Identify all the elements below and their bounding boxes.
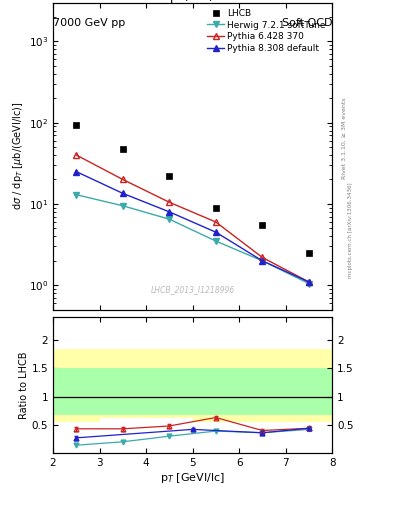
- Pythia 8.308 default: [260, 258, 265, 264]
- Text: mcplots.cern.ch [arXiv:1306.3436]: mcplots.cern.ch [arXiv:1306.3436]: [348, 183, 353, 278]
- Text: Soft QCD: Soft QCD: [282, 18, 332, 28]
- Text: Rivet 3.1.10, ≥ 3M events: Rivet 3.1.10, ≥ 3M events: [342, 97, 346, 179]
- Pythia 8.308 default: [167, 209, 172, 215]
- LHCB: [307, 250, 311, 256]
- LHCB: [74, 122, 79, 129]
- Pythia 6.428 370: [307, 279, 311, 285]
- Y-axis label: Ratio to LHCB: Ratio to LHCB: [19, 352, 29, 419]
- Herwig 7.2.1 softTune: [74, 191, 79, 198]
- Line: Herwig 7.2.1 softTune: Herwig 7.2.1 softTune: [73, 191, 312, 287]
- X-axis label: p$_T$ [GeVI/lc]: p$_T$ [GeVI/lc]: [160, 471, 225, 485]
- LHCB: [213, 205, 218, 211]
- Line: Pythia 6.428 370: Pythia 6.428 370: [73, 152, 312, 285]
- Pythia 8.308 default: [120, 190, 125, 197]
- LHCB: [260, 222, 265, 228]
- Pythia 6.428 370: [120, 177, 125, 183]
- Pythia 6.428 370: [167, 199, 172, 205]
- LHCB: [167, 173, 172, 179]
- Pythia 6.428 370: [260, 254, 265, 261]
- Pythia 8.308 default: [307, 279, 311, 285]
- Herwig 7.2.1 softTune: [260, 258, 265, 264]
- Text: 7000 GeV pp: 7000 GeV pp: [53, 18, 125, 28]
- Pythia 6.428 370: [74, 152, 79, 158]
- Herwig 7.2.1 softTune: [213, 238, 218, 244]
- LHCB: [120, 146, 125, 153]
- Line: LHCB: LHCB: [73, 122, 312, 257]
- Pythia 8.308 default: [74, 168, 79, 175]
- Title: pT(Λc⁺): pT(Λc⁺): [170, 0, 215, 3]
- Herwig 7.2.1 softTune: [307, 281, 311, 287]
- Y-axis label: d$\sigma$ / dp$_T$ [$\mu$b/(GeVI/lc)]: d$\sigma$ / dp$_T$ [$\mu$b/(GeVI/lc)]: [11, 102, 25, 210]
- Legend: LHCB, Herwig 7.2.1 softTune, Pythia 6.428 370, Pythia 8.308 default: LHCB, Herwig 7.2.1 softTune, Pythia 6.42…: [206, 7, 328, 55]
- Pythia 8.308 default: [213, 229, 218, 235]
- Herwig 7.2.1 softTune: [167, 216, 172, 222]
- Herwig 7.2.1 softTune: [120, 203, 125, 209]
- Line: Pythia 8.308 default: Pythia 8.308 default: [73, 168, 312, 285]
- Pythia 6.428 370: [213, 219, 218, 225]
- Text: LHCB_2013_I1218996: LHCB_2013_I1218996: [151, 285, 235, 294]
